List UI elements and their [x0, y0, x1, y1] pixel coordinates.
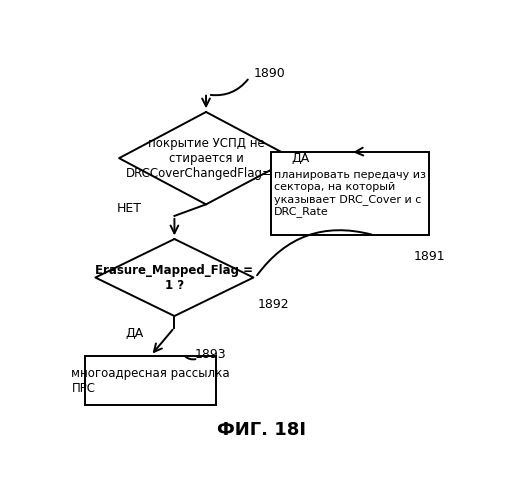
Text: 1892: 1892	[257, 298, 289, 311]
Text: покрытие УСПД не
стирается и
DRCCoverChangedFlag=0?: покрытие УСПД не стирается и DRCCoverCha…	[126, 136, 286, 180]
Bar	[86, 356, 215, 405]
Text: 1890: 1890	[253, 67, 285, 80]
Text: 1891: 1891	[413, 250, 444, 263]
Text: Erasure_Mapped_Flag =
1 ?: Erasure_Mapped_Flag = 1 ?	[95, 264, 253, 291]
Text: ФИГ. 18I: ФИГ. 18I	[216, 420, 305, 438]
Text: многоадресная рассылка
ПРС: многоадресная рассылка ПРС	[71, 366, 230, 394]
Text: ДА: ДА	[291, 152, 308, 164]
Text: планировать передачу из
сектора, на который
указывает DRC_Cover и с
DRC_Rate: планировать передачу из сектора, на кото…	[274, 170, 426, 217]
Text: ДА: ДА	[125, 327, 143, 340]
Text: НЕТ: НЕТ	[117, 202, 142, 214]
Bar	[271, 152, 429, 235]
Text: 1893: 1893	[194, 348, 225, 361]
